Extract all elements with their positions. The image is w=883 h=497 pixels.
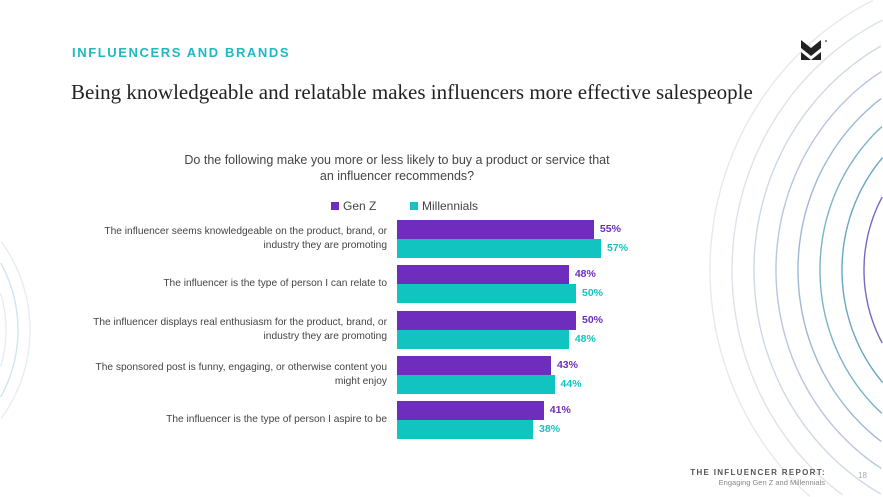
ripple-ring <box>775 71 882 469</box>
bar-genz <box>397 220 594 239</box>
data-label: 41% <box>549 404 571 417</box>
data-label: 50% <box>582 287 604 300</box>
legend-label: Millennials <box>422 199 479 213</box>
legend-item-millennials: Millennials <box>410 199 478 213</box>
footer-subtitle: Engaging Gen Z and Millennials <box>718 478 825 487</box>
bar-millennials <box>397 284 576 304</box>
ripple-ring <box>819 126 883 414</box>
data-label: 50% <box>582 313 604 326</box>
legend-swatch-millennials <box>410 202 418 210</box>
ripple-ring <box>863 196 883 344</box>
bar-millennials <box>397 374 555 394</box>
bar-millennials <box>397 239 602 258</box>
section-kicker: INFLUENCERS AND BRANDS <box>72 45 291 60</box>
bar-genz <box>397 265 569 285</box>
ripple-ring <box>0 293 7 367</box>
data-label: 48% <box>574 268 596 281</box>
page-title: Being knowledgeable and relatable makes … <box>71 80 753 104</box>
legend-item-genz: Gen Z <box>331 199 376 213</box>
ripple-ring <box>731 19 883 496</box>
category-label: The influencer is the type of person I c… <box>163 278 387 290</box>
brand-logo-icon <box>801 40 827 60</box>
data-label: 38% <box>539 423 561 436</box>
legend-label: Gen Z <box>343 199 377 213</box>
bar-genz <box>397 310 576 330</box>
ripple-ring <box>0 241 31 419</box>
data-label: 55% <box>599 223 621 235</box>
legend-swatch-genz <box>331 202 339 210</box>
category-label: The influencer displays real enthusiasm … <box>93 316 387 342</box>
ripple-ring <box>709 0 874 497</box>
bar-millennials <box>397 420 534 440</box>
bar-millennials <box>397 329 569 349</box>
ripple-ring <box>0 262 19 398</box>
category-label: The influencer is the type of person I a… <box>166 414 387 426</box>
data-label: 48% <box>574 332 596 345</box>
category-label: The sponsored post is funny, engaging, o… <box>95 361 387 387</box>
bar-genz <box>397 401 544 421</box>
bar-genz <box>397 355 551 375</box>
ripple-ring <box>841 157 883 383</box>
data-label: 43% <box>556 358 578 371</box>
chart-title: Do the following make you more or less l… <box>184 153 610 183</box>
category-label: The influencer seems knowledgeable on th… <box>104 226 387 251</box>
data-label: 57% <box>607 242 629 254</box>
ripple-ring <box>753 45 882 495</box>
ripple-ring <box>797 97 882 443</box>
data-label: 44% <box>560 377 582 390</box>
page-number: 18 <box>858 471 867 480</box>
footer-report: THE INFLUENCER REPORT: <box>690 468 826 477</box>
